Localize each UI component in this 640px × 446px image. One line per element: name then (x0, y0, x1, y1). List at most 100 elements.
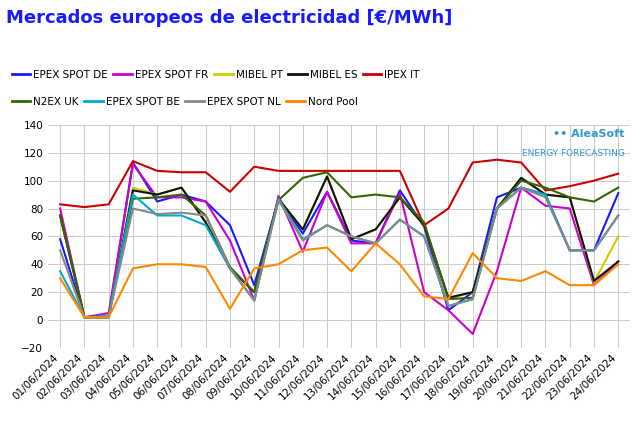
Nord Pool (105, 314, 113, 320)
EPEX SPOT BE (81, 314, 88, 320)
IPEX IT (299, 168, 307, 173)
MIBEL PT (420, 223, 428, 228)
MIBEL PT (275, 196, 282, 202)
MIBEL PT (154, 192, 161, 197)
IPEX IT (396, 168, 404, 173)
IPEX IT (348, 168, 355, 173)
EPEX SPOT DE (250, 282, 258, 288)
N2EX UK (178, 192, 186, 197)
IPEX IT (202, 169, 209, 175)
EPEX SPOT NL (493, 206, 500, 211)
EPEX SPOT FR (56, 206, 64, 211)
EPEX SPOT DE (56, 236, 64, 242)
MIBEL PT (178, 185, 186, 190)
Line: EPEX SPOT FR: EPEX SPOT FR (60, 164, 618, 334)
MIBEL ES (396, 194, 404, 200)
EPEX SPOT DE (469, 289, 477, 295)
MIBEL ES (154, 192, 161, 197)
MIBEL ES (323, 174, 331, 179)
MIBEL ES (56, 213, 64, 218)
Line: EPEX SPOT DE: EPEX SPOT DE (60, 162, 618, 317)
MIBEL ES (250, 289, 258, 295)
EPEX SPOT NL (372, 241, 380, 246)
EPEX SPOT BE (56, 268, 64, 274)
EPEX SPOT NL (299, 238, 307, 243)
Nord Pool (493, 276, 500, 281)
N2EX UK (129, 196, 137, 202)
EPEX SPOT DE (614, 190, 622, 196)
N2EX UK (348, 194, 355, 200)
Text: Mercados europeos de electricidad [€/MWh]: Mercados europeos de electricidad [€/MWh… (6, 9, 452, 27)
N2EX UK (396, 194, 404, 200)
EPEX SPOT NL (56, 248, 64, 253)
Line: MIBEL ES: MIBEL ES (60, 177, 618, 317)
EPEX SPOT BE (590, 248, 598, 253)
EPEX SPOT NL (323, 223, 331, 228)
EPEX SPOT FR (178, 194, 186, 200)
Line: Nord Pool: Nord Pool (60, 244, 618, 317)
N2EX UK (56, 213, 64, 218)
EPEX SPOT FR (372, 241, 380, 246)
EPEX SPOT BE (105, 313, 113, 318)
Line: IPEX IT: IPEX IT (60, 160, 618, 225)
EPEX SPOT FR (154, 194, 161, 200)
EPEX SPOT DE (129, 160, 137, 165)
N2EX UK (299, 175, 307, 181)
IPEX IT (372, 168, 380, 173)
EPEX SPOT DE (517, 185, 525, 190)
N2EX UK (275, 198, 282, 203)
EPEX SPOT FR (348, 241, 355, 246)
IPEX IT (420, 223, 428, 228)
N2EX UK (154, 194, 161, 200)
IPEX IT (154, 168, 161, 173)
Nord Pool (81, 314, 88, 320)
EPEX SPOT BE (275, 196, 282, 202)
Nord Pool (566, 282, 573, 288)
EPEX SPOT DE (299, 231, 307, 236)
EPEX SPOT BE (299, 236, 307, 242)
EPEX SPOT BE (541, 192, 549, 197)
Text: •• AleaSoft: •• AleaSoft (553, 129, 625, 139)
MIBEL PT (299, 227, 307, 232)
MIBEL PT (250, 289, 258, 295)
EPEX SPOT FR (129, 161, 137, 166)
N2EX UK (614, 185, 622, 190)
EPEX SPOT FR (275, 193, 282, 198)
EPEX SPOT FR (590, 282, 598, 288)
EPEX SPOT DE (81, 314, 88, 320)
N2EX UK (105, 313, 113, 318)
IPEX IT (469, 160, 477, 165)
EPEX SPOT FR (250, 298, 258, 303)
MIBEL ES (105, 314, 113, 320)
MIBEL PT (129, 185, 137, 190)
MIBEL ES (517, 175, 525, 181)
Nord Pool (614, 261, 622, 267)
MIBEL ES (445, 295, 452, 301)
Line: EPEX SPOT BE: EPEX SPOT BE (60, 188, 618, 317)
Nord Pool (396, 261, 404, 267)
EPEX SPOT DE (275, 196, 282, 202)
EPEX SPOT NL (129, 206, 137, 211)
EPEX SPOT BE (420, 234, 428, 239)
Nord Pool (323, 245, 331, 250)
EPEX SPOT NL (226, 266, 234, 271)
Nord Pool (56, 276, 64, 281)
EPEX SPOT BE (469, 297, 477, 302)
N2EX UK (250, 289, 258, 295)
EPEX SPOT NL (154, 211, 161, 217)
MIBEL ES (178, 185, 186, 190)
MIBEL PT (517, 175, 525, 181)
IPEX IT (56, 202, 64, 207)
EPEX SPOT NL (420, 234, 428, 239)
EPEX SPOT BE (129, 192, 137, 197)
EPEX SPOT FR (469, 331, 477, 337)
EPEX SPOT FR (323, 189, 331, 194)
MIBEL PT (372, 227, 380, 232)
EPEX SPOT FR (614, 259, 622, 264)
Nord Pool (445, 297, 452, 302)
EPEX SPOT BE (566, 248, 573, 253)
MIBEL PT (323, 174, 331, 179)
Nord Pool (226, 306, 234, 311)
MIBEL ES (348, 236, 355, 242)
MIBEL PT (81, 314, 88, 320)
